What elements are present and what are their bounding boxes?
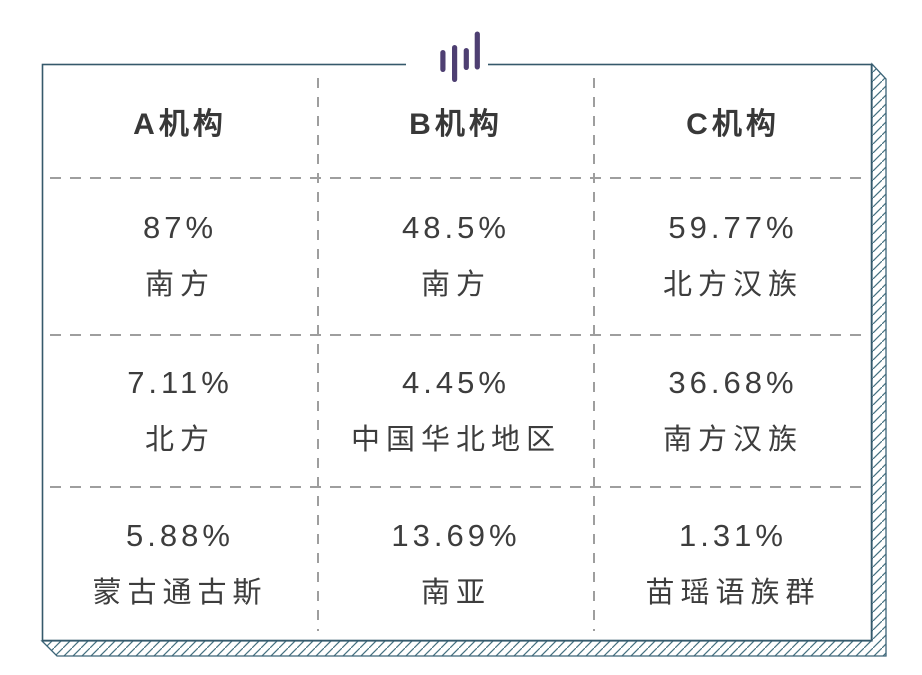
comparison-table: A机构 B机构 C机构 87% 南方 48.5% 南方 59.77% 北方汉族 … [42, 64, 872, 641]
table-frame [41, 63, 873, 642]
column-divider-1 [317, 78, 319, 631]
table-cell: 87% 南方 [42, 178, 318, 335]
cell-value: 59.77% [668, 210, 798, 245]
row-divider-2 [50, 334, 864, 336]
cell-label: 蒙古通古斯 [92, 576, 268, 609]
row-divider-1 [50, 177, 864, 179]
table-cell: 1.31% 苗瑶语族群 [594, 487, 872, 641]
cell-value: 13.69% [391, 517, 521, 553]
column-header-b: B机构 [409, 108, 503, 141]
column-divider-2 [593, 78, 595, 631]
table-cell: 5.88% 蒙古通古斯 [42, 487, 318, 641]
table-cell: 13.69% 南亚 [318, 487, 594, 641]
table-cell: 7.11% 北方 [42, 335, 318, 487]
table-cell: 48.5% 南方 [318, 178, 594, 335]
cell-label: 苗瑶语族群 [645, 576, 821, 609]
cell-label: 南方汉族 [662, 423, 803, 456]
cell-label: 北方汉族 [662, 269, 803, 301]
row-divider-3 [50, 486, 864, 488]
waveform-icon [440, 31, 480, 82]
cell-label: 南方 [144, 269, 215, 301]
column-header-a: A机构 [133, 108, 227, 141]
cell-value: 5.88% [126, 517, 234, 553]
table-cell: 36.68% 南方汉族 [594, 335, 872, 487]
cell-value: 48.5% [402, 210, 510, 245]
cell-label: 中国华北地区 [350, 423, 561, 456]
cell-value: 87% [142, 210, 218, 245]
cell-value: 36.68% [668, 364, 798, 400]
cell-label: 北方 [144, 423, 215, 456]
column-header-c: C机构 [686, 108, 780, 141]
cell-label: 南亚 [420, 576, 491, 609]
cell-value: 1.31% [679, 517, 787, 553]
table-cell: 59.77% 北方汉族 [594, 178, 872, 335]
cell-value: 7.11% [127, 364, 233, 400]
table-grid: A机构 B机构 C机构 87% 南方 48.5% 南方 59.77% 北方汉族 … [42, 64, 872, 641]
table-cell: 4.45% 中国华北地区 [318, 335, 594, 487]
cell-value: 4.45% [402, 364, 510, 400]
cell-label: 南方 [420, 269, 491, 301]
